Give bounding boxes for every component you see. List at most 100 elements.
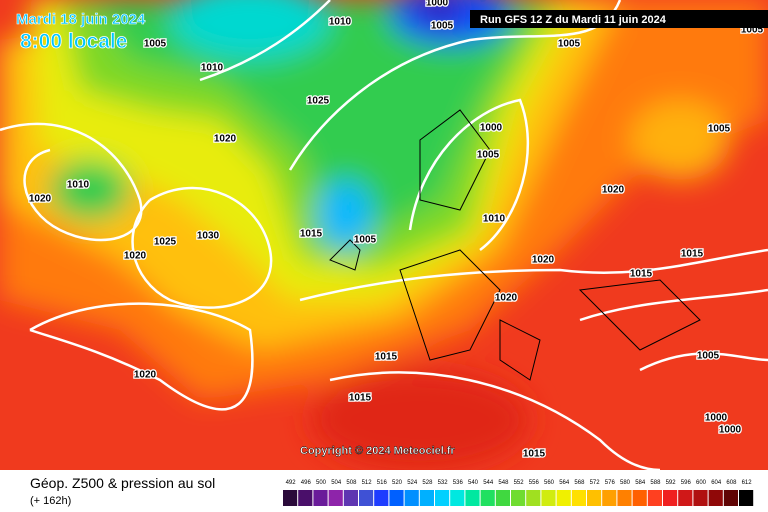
isobar-label: 1015: [523, 449, 546, 460]
isobar-label: 1020: [134, 370, 157, 381]
isobar-label: 1020: [602, 185, 625, 196]
scale-swatch: [647, 490, 662, 506]
scale-swatch: [632, 490, 647, 506]
time: 8:00 locale: [20, 30, 127, 53]
scale-swatch: [556, 490, 571, 506]
isobar-label: 1015: [681, 249, 704, 260]
coastline: [329, 109, 701, 381]
run-banner: [470, 10, 768, 28]
scale-swatch: [739, 490, 754, 506]
scale-swatch: [283, 490, 298, 506]
scale-label: 492: [286, 480, 297, 486]
scale-swatch: [343, 490, 358, 506]
scale-label: 600: [696, 480, 707, 486]
isobar-label: 1005: [477, 150, 500, 161]
scale-label: 528: [422, 480, 433, 486]
scale-swatch: [313, 490, 328, 506]
isobar-label: 1010: [67, 180, 90, 191]
forecast-lead: (+ 162h): [30, 495, 71, 507]
scale-swatch: [374, 490, 389, 506]
scale-label: 500: [316, 480, 327, 486]
scale-swatch: [526, 490, 541, 506]
isobar-label: 1015: [349, 393, 372, 404]
isobar-label: 1005: [431, 21, 454, 32]
field: 1005 1010 1010 1025 1020 1010 1020 1025 1030 1020…: [0, 0, 768, 470]
isobar-label: 1020: [495, 293, 518, 304]
isobar-label: 1010: [483, 214, 506, 225]
scale-swatch: [693, 490, 708, 506]
scale-swatch: [617, 490, 632, 506]
isobar-label: 1000: [705, 413, 728, 424]
scale-label: 508: [346, 480, 357, 486]
isobar-label: 1010: [201, 63, 224, 74]
scale-swatch: [587, 490, 602, 506]
scale-label: 576: [605, 480, 616, 486]
scale-label: 592: [666, 480, 677, 486]
scale-swatch: [678, 490, 693, 506]
isobar-label: 1010: [329, 17, 352, 28]
scale-swatch: [511, 490, 526, 506]
scale-swatch: [663, 490, 678, 506]
scale-label: 596: [681, 480, 692, 486]
isobar-label: 1000: [480, 123, 503, 134]
scale-swatch: [404, 490, 419, 506]
scale-label: 512: [362, 480, 373, 486]
isobar-label: 1005: [708, 124, 731, 135]
scale-label: 496: [301, 480, 312, 486]
scale-swatch: [723, 490, 738, 506]
scale-label: 604: [711, 480, 722, 486]
isobar-label: 1020: [214, 134, 237, 145]
scale-swatch: [435, 490, 450, 506]
scale-swatch: [708, 490, 723, 506]
scale-label: 568: [574, 480, 585, 486]
isobar-label: 1020: [532, 255, 555, 266]
scale-swatch: [389, 490, 404, 506]
copyright: Copyright © 2024 Meteociel.fr: [300, 445, 456, 457]
scale-label: 584: [635, 480, 646, 486]
scale-label: 580: [620, 480, 631, 486]
isobar-label: 1025: [154, 237, 177, 248]
scale-swatch: [465, 490, 480, 506]
isobar-label: 1000: [426, 0, 449, 9]
legend-title: Géop. Z500 & pression au sol: [30, 475, 215, 491]
isobar-label: 1000: [719, 425, 742, 436]
scale-label: 516: [377, 480, 388, 486]
scale-swatch: [359, 490, 374, 506]
isobar-label: 1015: [300, 229, 323, 240]
scale-label: 588: [650, 480, 661, 486]
scale-swatch: [602, 490, 617, 506]
isobar-label: 1005: [354, 235, 377, 246]
isobar-label: 1030: [197, 231, 220, 242]
scale-label: 548: [498, 480, 509, 486]
isobar-label: 1005: [697, 351, 720, 362]
scale-label: 560: [544, 480, 555, 486]
scale-label: 552: [514, 480, 525, 486]
scale-label: 524: [407, 480, 418, 486]
isobar-label: 1005: [558, 39, 581, 50]
date: Mardi 18 juin 2024: [16, 11, 146, 28]
scale-label: 544: [483, 480, 494, 486]
scale-swatch: [480, 490, 495, 506]
scale-label: 612: [742, 480, 753, 486]
isobar-label: 1020: [124, 251, 147, 262]
scale-label: 572: [590, 480, 601, 486]
isobar-label: 1015: [375, 352, 398, 363]
scale-swatch: [298, 490, 313, 506]
scale-label: 532: [438, 480, 449, 486]
scale-swatch: [419, 490, 434, 506]
isobar-label: 1025: [307, 96, 330, 107]
scale-label: 608: [726, 480, 737, 486]
scale-label: 564: [559, 480, 570, 486]
scale-label: 556: [529, 480, 540, 486]
isobar-label: 1020: [29, 194, 52, 205]
scale-label: 540: [468, 480, 479, 486]
scale-label: 504: [331, 480, 342, 486]
scale-swatch: [541, 490, 556, 506]
scale-swatch: [450, 490, 465, 506]
run-info: Run GFS 12 Z du Mardi 11 juin 2024: [480, 14, 667, 26]
scale-label: 536: [453, 480, 464, 486]
scale-swatch: [495, 490, 510, 506]
scale-swatch: [571, 490, 586, 506]
isobar-label: 1005: [144, 39, 167, 50]
